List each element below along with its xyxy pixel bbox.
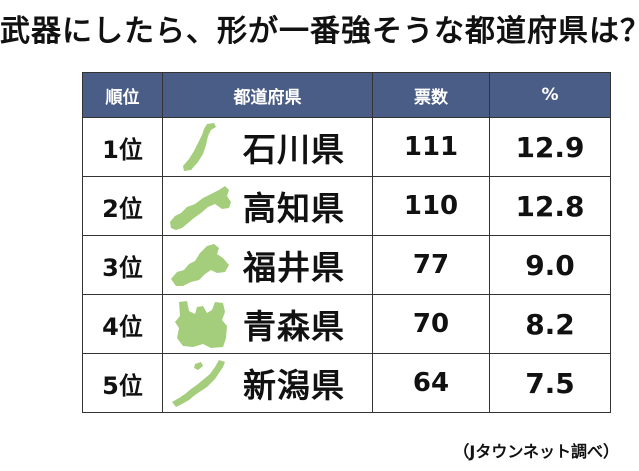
percent-cell: 12.9 [489, 117, 611, 177]
ishikawa-map-icon [183, 123, 216, 171]
percent-cell: 8.2 [489, 294, 611, 354]
prefecture-cell: 青森県 [162, 294, 373, 354]
prefecture-cell: 石川県 [162, 117, 373, 177]
votes-cell: 77 [372, 235, 490, 295]
prefecture-name: 青森県 [243, 307, 345, 346]
percent-cell: 12.8 [489, 176, 611, 236]
percent-cell: 7.5 [489, 353, 611, 413]
prefecture-name: 高知県 [243, 189, 345, 228]
aomori-map-icon [175, 301, 227, 348]
table-row: 5位 新潟県 64 7.5 [82, 353, 611, 413]
votes-cell: 70 [372, 294, 490, 354]
votes-cell: 110 [372, 176, 490, 236]
prefecture-cell: 高知県 [162, 176, 373, 236]
rank-cell: 3位 [82, 235, 163, 295]
rank-cell: 5位 [82, 353, 163, 413]
votes-cell: 111 [372, 117, 490, 177]
prefecture-cell: 新潟県 [162, 353, 373, 413]
header-prefecture: 都道府県 [162, 72, 373, 118]
percent-cell: 9.0 [489, 235, 611, 295]
rank-cell: 2位 [82, 176, 163, 236]
niigata-map-icon [172, 360, 225, 407]
table-row: 3位 福井県 77 9.0 [82, 235, 611, 295]
chart-title: 武器にしたら、形が一番強そうな都道府県は？ [0, 14, 639, 49]
rank-cell: 4位 [82, 294, 163, 354]
rank-cell: 1位 [82, 117, 163, 177]
kochi-map-icon [170, 186, 231, 230]
ranking-table: 順位 都道府県 票数 % 1位 石川県 111 12.9 2位 [82, 72, 611, 413]
prefecture-cell: 福井県 [162, 235, 373, 295]
prefecture-name: 福井県 [243, 248, 345, 287]
header-percent: % [489, 72, 611, 118]
table-row: 2位 高知県 110 12.8 [82, 176, 611, 236]
header-votes: 票数 [372, 72, 490, 118]
table-row: 1位 石川県 111 12.9 [82, 117, 611, 177]
table-row: 4位 青森県 70 8.2 [82, 294, 611, 354]
votes-cell: 64 [372, 353, 490, 413]
table-header-row: 順位 都道府県 票数 % [82, 72, 611, 118]
prefecture-name: 石川県 [243, 130, 345, 169]
fukui-map-icon [171, 244, 229, 286]
prefecture-name: 新潟県 [243, 366, 345, 405]
header-rank: 順位 [82, 72, 163, 118]
source-note: （Jタウンネット調べ） [453, 442, 619, 461]
